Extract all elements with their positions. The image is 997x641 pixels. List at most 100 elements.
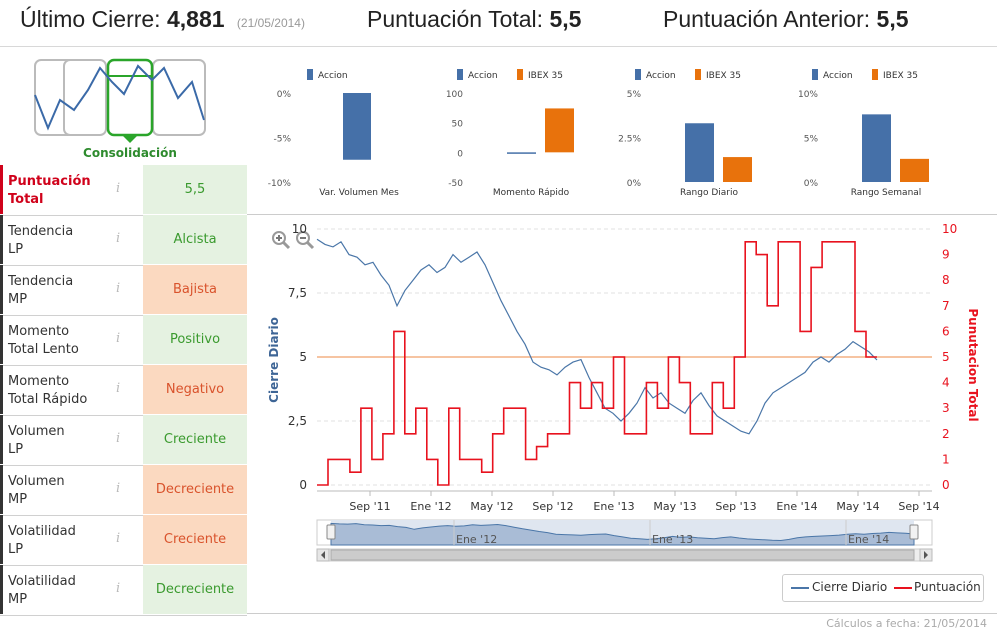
bar-tick-label: 0 — [457, 149, 463, 159]
indicator-label-line1: Volatilidad — [8, 574, 76, 589]
left-tick-label: 0 — [299, 478, 307, 492]
legend-swatch — [872, 69, 878, 80]
bar-tick-label: 50 — [452, 120, 464, 130]
score-series-line — [317, 240, 877, 486]
info-icon[interactable]: i — [116, 231, 121, 246]
info-icon[interactable]: i — [116, 431, 121, 446]
left-tick-label: 10 — [292, 222, 307, 236]
indicator-row: Volatilidad LP i Creciente — [0, 515, 247, 566]
indicator-label: Volumen LP — [0, 415, 112, 464]
indicator-label-line2: LP — [8, 442, 24, 457]
navigator-handle[interactable] — [909, 524, 919, 540]
bar-tick-label: -5% — [273, 135, 291, 145]
bar-legend-label: IBEX 35 — [706, 71, 741, 81]
arrow-left-icon — [321, 551, 325, 559]
bar-chart-title: Rango Semanal — [851, 188, 922, 198]
bar — [900, 158, 929, 182]
info-icon[interactable]: i — [116, 481, 121, 496]
bar-tick-label: 0% — [277, 90, 292, 100]
indicator-label: Volumen MP — [0, 465, 112, 514]
info-icon[interactable]: i — [116, 581, 121, 596]
legend-swatch — [812, 69, 818, 80]
pattern-label: Consolidación — [83, 146, 177, 160]
bar-chart-title: Momento Rápido — [493, 188, 570, 198]
scrollbar-thumb[interactable] — [330, 549, 915, 561]
legend-swatch — [307, 69, 313, 80]
indicator-value: Bajista — [143, 265, 247, 314]
indicator-label: Momento Total Rápido — [0, 365, 112, 414]
indicator-value: Negativo — [143, 365, 247, 414]
zoom-out-icon[interactable] — [295, 230, 315, 254]
consolidation-pattern-icon: Consolidación — [34, 58, 206, 160]
indicator-label-line1: Momento — [8, 374, 70, 389]
right-tick-label: 9 — [942, 248, 950, 262]
indicator-label: Volatilidad MP — [0, 565, 112, 614]
indicator-label-line1: Tendencia — [8, 224, 74, 239]
right-tick-label: 3 — [942, 401, 950, 415]
navigator-handle[interactable] — [326, 524, 336, 540]
bar-legend-label: Accion — [318, 71, 348, 81]
indicator-label-line2: MP — [8, 592, 28, 607]
legend-swatch — [517, 69, 523, 80]
right-tick-label: 0 — [942, 478, 950, 492]
bar — [685, 123, 714, 182]
bar-chart: 100 50 0 -50 Accion IBEX 35 Momento Rápido — [446, 69, 574, 198]
previous-score: Puntuación Anterior: 5,5 — [663, 6, 909, 33]
info-icon[interactable]: i — [116, 531, 121, 546]
indicator-row: Momento Total Rápido i Negativo — [0, 365, 247, 416]
indicator-row: Momento Total Lento i Positivo — [0, 315, 247, 366]
divider — [247, 214, 997, 215]
bar-chart-title: Var. Volumen Mes — [319, 188, 399, 198]
bar-legend-label: Accion — [646, 71, 676, 81]
indicator-value: Decreciente — [143, 465, 247, 514]
right-tick-label: 2 — [942, 427, 950, 441]
legend-swatch — [695, 69, 701, 80]
total-score-value: 5,5 — [549, 6, 582, 32]
last-close: Último Cierre: 4,881 (21/05/2014) — [20, 6, 305, 33]
right-tick-label: 7 — [942, 299, 950, 313]
right-tick-label: 6 — [942, 324, 950, 338]
previous-score-label: Puntuación Anterior: — [663, 6, 871, 32]
zoom-in-icon[interactable] — [271, 230, 291, 254]
x-tick-label: May '12 — [470, 500, 513, 513]
legend-swatch — [635, 69, 641, 80]
x-tick-label: Sep '14 — [898, 500, 939, 513]
bar-legend-label: Accion — [823, 71, 853, 81]
score-legend-swatch — [894, 587, 912, 589]
bar-chart-title: Rango Diario — [680, 188, 739, 198]
info-icon[interactable]: i — [116, 381, 121, 396]
summary-header: Último Cierre: 4,881 (21/05/2014) Puntua… — [0, 0, 997, 47]
bar-legend-label: Accion — [468, 71, 498, 81]
navigator-area — [330, 522, 915, 546]
calc-date-note: Cálculos a fecha: 21/05/2014 — [826, 617, 987, 630]
indicator-label: Puntuación Total — [0, 165, 112, 214]
info-icon[interactable]: i — [116, 281, 121, 296]
info-icon[interactable]: i — [116, 331, 121, 346]
indicator-label-line2: Total Lento — [8, 342, 79, 357]
navigator-label: Ene '13 — [652, 533, 693, 546]
indicator-label-line1: Tendencia — [8, 274, 74, 289]
left-tick-label: 2,5 — [288, 414, 307, 428]
indicator-value: 5,5 — [143, 165, 247, 214]
info-icon[interactable]: i — [116, 181, 121, 196]
right-tick-label: 4 — [942, 376, 950, 390]
indicator-value: Positivo — [143, 315, 247, 364]
indicator-row: Volatilidad MP i Decreciente — [0, 565, 247, 616]
right-tick-label: 1 — [942, 452, 950, 466]
score-legend-label[interactable]: Puntuación — [914, 580, 981, 594]
bar — [862, 114, 891, 182]
indicator-label: Tendencia LP — [0, 215, 112, 264]
x-tick-label: Ene '13 — [593, 500, 634, 513]
indicator-label-line2: MP — [8, 492, 28, 507]
indicator-label-line1: Volumen — [8, 474, 65, 489]
indicator-label-line1: Momento — [8, 324, 70, 339]
arrow-right-icon — [924, 551, 928, 559]
indicator-value: Decreciente — [143, 565, 247, 614]
right-tick-label: 8 — [942, 273, 950, 287]
x-tick-label: May '14 — [836, 500, 879, 513]
close-legend-label[interactable]: Cierre Diario — [812, 580, 888, 594]
chart-legend: Cierre Diario Puntuación — [782, 574, 984, 602]
bar — [343, 93, 371, 160]
navigator-label: Ene '12 — [456, 533, 497, 546]
